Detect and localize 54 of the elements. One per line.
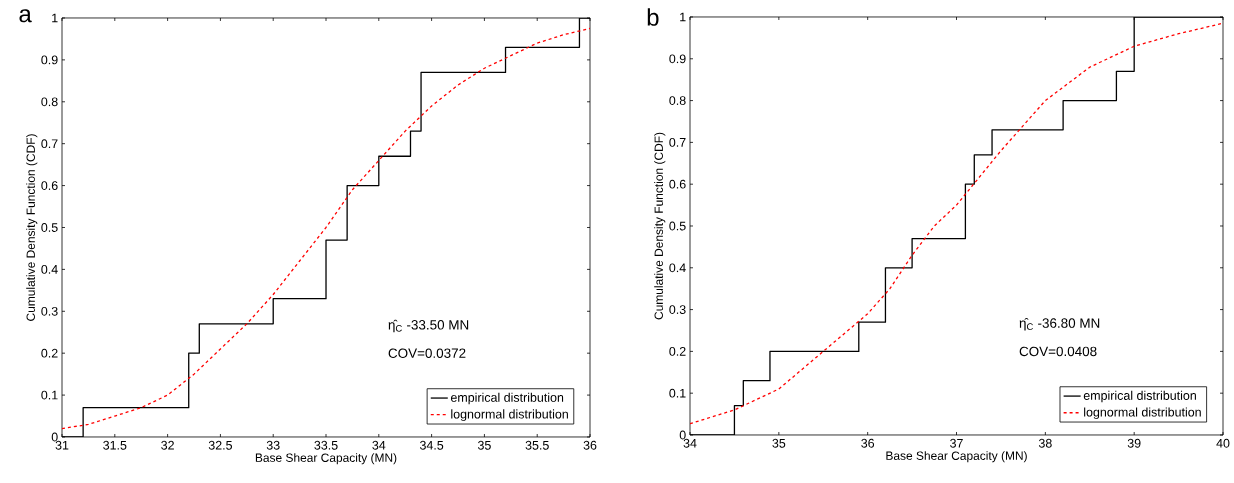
x-tick-label: 34 — [683, 438, 697, 448]
chart-title: a — [19, 9, 32, 23]
x-tick-label: 36 — [861, 438, 875, 448]
x-tick-label: 35 — [772, 438, 786, 448]
x-tick-label: 33 — [266, 440, 280, 450]
x-tick-label: 35 — [477, 440, 491, 450]
y-tick-label: 0.3 — [669, 305, 686, 314]
annotation: η̂$_{C}$ -33.50 MN — [388, 319, 469, 333]
y-tick-label: 0.5 — [41, 223, 58, 232]
x-tick-label: 39 — [1127, 438, 1141, 448]
y-tick-label: 0.7 — [41, 139, 58, 149]
legend-label: empirical distribution — [450, 392, 564, 405]
y-axis-title: Cumulative Density Function (CDF) — [26, 134, 38, 321]
x-axis-title: Base Shear Capacity (MN) — [255, 453, 397, 465]
y-tick-label: 1 — [52, 13, 58, 23]
y-tick-label: 0.9 — [41, 55, 58, 65]
y-tick-label: 0.5 — [669, 221, 686, 231]
x-tick-label: 32 — [161, 440, 174, 450]
y-tick-label: 0.6 — [669, 179, 686, 189]
y-tick-label: 0.1 — [669, 388, 686, 398]
chart-title: b — [647, 8, 659, 26]
x-tick-label: 31.5 — [103, 440, 127, 450]
legend-label: lognormal distribution — [451, 409, 568, 421]
y-tick-label: 0.4 — [669, 263, 686, 273]
x-tick-label: 37 — [950, 438, 963, 448]
y-tick-label: 0 — [679, 430, 686, 440]
y-tick-label: 0.8 — [669, 96, 686, 105]
y-tick-label: 0.6 — [41, 181, 58, 190]
y-tick-label: 0.4 — [41, 264, 58, 274]
x-tick-label: 40 — [1216, 438, 1230, 448]
annotation: COV=0.0408 — [1019, 346, 1097, 357]
y-tick-label: 0.9 — [669, 54, 686, 64]
x-tick-label: 36 — [583, 440, 597, 450]
y-tick-label: 0.2 — [669, 346, 686, 356]
x-tick-label: 33.5 — [314, 440, 338, 450]
x-tick-label: 31 — [55, 440, 69, 450]
x-tick-label: 34 — [372, 440, 386, 450]
x-tick-label: 34.5 — [419, 440, 444, 450]
legend-label: empirical distribution — [1083, 390, 1196, 403]
y-tick-label: 0.8 — [41, 97, 58, 107]
x-axis-title: Base Shear Capacity (MN) — [886, 451, 1027, 463]
y-tick-label: 0 — [51, 432, 58, 442]
y-axis-title: Cumulative Density Function (CDF) — [654, 132, 666, 320]
y-tick-label: 0.3 — [41, 306, 58, 316]
y-tick-label: 0.7 — [669, 137, 686, 147]
y-tick-label: 1 — [680, 12, 686, 22]
y-tick-label: 0.1 — [41, 390, 58, 400]
y-tick-label: 0.2 — [41, 348, 58, 358]
annotation: COV=0.0372 — [388, 348, 466, 358]
legend-label: lognormal distribution — [1084, 407, 1201, 419]
x-tick-label: 35.5 — [525, 440, 549, 450]
x-tick-label: 32.5 — [208, 440, 233, 450]
annotation: η̂$_{C}$ -36.80 MN — [1019, 317, 1100, 331]
x-tick-label: 38 — [1038, 438, 1052, 448]
